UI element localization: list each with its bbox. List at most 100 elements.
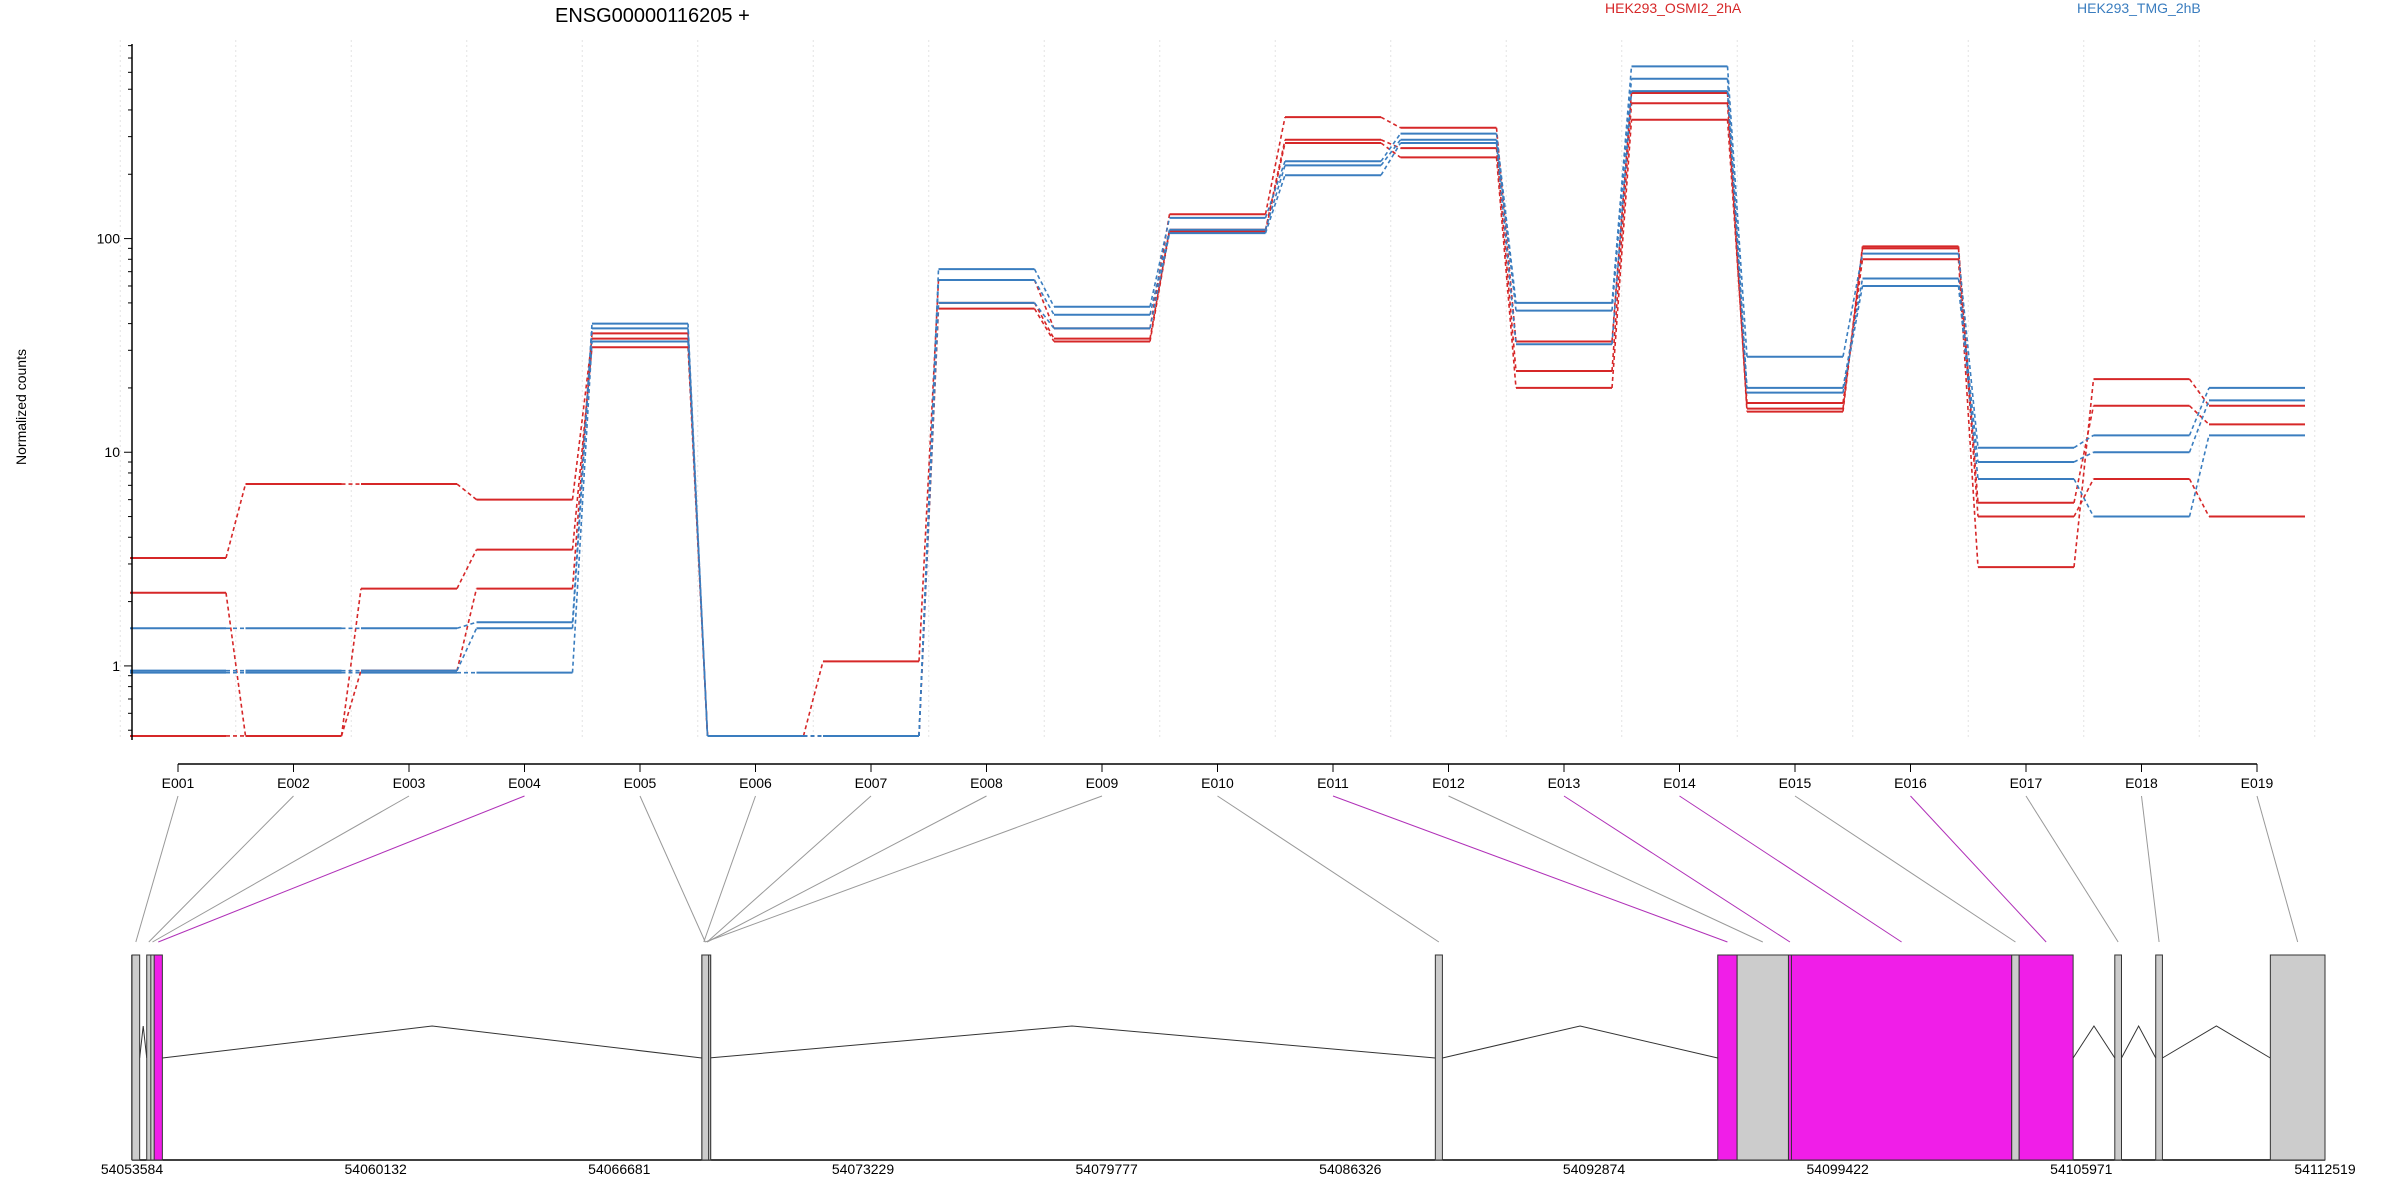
exon-box-e019 bbox=[2269, 954, 2326, 1161]
series-5 bbox=[130, 77, 2305, 737]
data-connector bbox=[1380, 142, 1402, 176]
data-connector bbox=[2188, 478, 2210, 517]
data-connector bbox=[1611, 66, 1633, 303]
exon-box-e014 bbox=[1790, 954, 2013, 1161]
coordinate-label: 54073229 bbox=[832, 1161, 895, 1177]
data-connector bbox=[2073, 478, 2095, 517]
y-tick-label: 1 bbox=[112, 658, 120, 674]
axes: 1 10 100 E001 E002 E003 E004 E005 E006 E007 E008 E0… bbox=[97, 44, 2274, 791]
coordinate-label: 54060132 bbox=[345, 1161, 408, 1177]
coordinate-label: 54053584 bbox=[101, 1161, 164, 1177]
bin-connector-e013 bbox=[1563, 795, 1791, 943]
data-connector bbox=[1149, 229, 1171, 315]
data-connector bbox=[1842, 248, 1864, 412]
x-tick-label: E015 bbox=[1779, 775, 1812, 791]
bin-connector-e017 bbox=[2025, 795, 2119, 943]
data-connector bbox=[2188, 400, 2210, 453]
x-tick-label: E012 bbox=[1432, 775, 1465, 791]
data-connector bbox=[340, 670, 362, 737]
data-connector bbox=[1957, 278, 1979, 463]
coordinate-label: 54066681 bbox=[588, 1161, 651, 1177]
exon-box-e015 bbox=[2011, 954, 2020, 1161]
data-connector bbox=[1611, 103, 1633, 372]
bin-connector-e011 bbox=[1332, 795, 1728, 943]
data-connector bbox=[2073, 434, 2094, 449]
y-axis-label: Normalized counts bbox=[13, 349, 29, 465]
chart-title: ENSG00000116205 + bbox=[555, 5, 750, 27]
data-connector bbox=[1726, 91, 1748, 393]
x-tick-label: E011 bbox=[1317, 775, 1349, 791]
x-tick-label: E019 bbox=[2241, 775, 2274, 791]
bin-connector-e001 bbox=[135, 795, 179, 943]
data-connector bbox=[1495, 148, 1517, 372]
exon-box-e004 bbox=[153, 954, 163, 1161]
data-connector bbox=[2073, 451, 2094, 463]
data-connector bbox=[1957, 253, 1979, 448]
x-tick-label: E010 bbox=[1201, 775, 1234, 791]
x-tick-label: E016 bbox=[1894, 775, 1927, 791]
legend-item-osmi2: HEK293_OSMI2_2hA bbox=[1605, 0, 1742, 16]
data-connector bbox=[1380, 133, 1402, 162]
data-connector bbox=[1033, 308, 1055, 342]
data-connector bbox=[340, 588, 362, 737]
exon-box-e009 bbox=[701, 954, 710, 1161]
exon-box-e018 bbox=[2155, 954, 2163, 1161]
data-connector bbox=[1495, 139, 1517, 311]
data-connector bbox=[1611, 119, 1633, 388]
intron-line bbox=[708, 1025, 1436, 1059]
data-connector bbox=[225, 592, 247, 737]
data-connector bbox=[225, 483, 247, 559]
bin-connector-e015 bbox=[1794, 795, 2016, 943]
data-connector bbox=[1264, 174, 1286, 234]
bin-connector-e014 bbox=[1679, 795, 1902, 943]
bin-connector-e009 bbox=[705, 795, 1103, 943]
data-connector bbox=[1726, 103, 1748, 412]
x-tick-label: E007 bbox=[855, 775, 888, 791]
data-connector bbox=[1957, 248, 1979, 517]
x-tick-label: E013 bbox=[1548, 775, 1581, 791]
data-connector bbox=[1149, 217, 1171, 307]
data-connector bbox=[1033, 302, 1055, 329]
series-lines bbox=[130, 65, 2305, 737]
data-connector bbox=[1611, 78, 1633, 311]
coordinate-label: 54105971 bbox=[2050, 1161, 2113, 1177]
data-connector bbox=[456, 621, 477, 630]
gene-model: 54053584 54060132 54066681 54073229 54079777… bbox=[101, 954, 2356, 1177]
coordinate-label: 54099422 bbox=[1807, 1161, 1870, 1177]
data-connector bbox=[1842, 278, 1864, 389]
data-connector bbox=[1495, 157, 1517, 388]
y-tick-label: 10 bbox=[104, 444, 120, 460]
data-connector bbox=[687, 341, 709, 737]
data-connector bbox=[918, 279, 940, 736]
data-connector bbox=[1033, 268, 1055, 308]
data-connector bbox=[2188, 387, 2210, 436]
bin-connector-e018 bbox=[2141, 795, 2160, 943]
exon-box-e001 bbox=[131, 954, 141, 1161]
data-connector bbox=[1842, 253, 1864, 357]
intron-line bbox=[2072, 1025, 2116, 1059]
x-tick-label: E005 bbox=[624, 775, 657, 791]
x-tick-label: E003 bbox=[393, 775, 426, 791]
grid-lines bbox=[119, 40, 2316, 740]
data-connector bbox=[1264, 142, 1286, 232]
intron-line bbox=[162, 1025, 702, 1059]
x-tick-label: E018 bbox=[2125, 775, 2158, 791]
data-connector bbox=[1264, 165, 1286, 230]
intron-line bbox=[139, 1025, 148, 1059]
data-connector bbox=[2188, 405, 2210, 425]
data-connector bbox=[571, 338, 593, 500]
legend-item-tmg: HEK293_TMG_2hB bbox=[2077, 0, 2201, 16]
data-connector bbox=[456, 627, 478, 671]
data-connector bbox=[802, 661, 824, 737]
coordinate-label: 54112519 bbox=[2294, 1161, 2355, 1177]
exon-box-e011 bbox=[1717, 954, 1738, 1161]
series-6 bbox=[130, 90, 2305, 737]
exon-box-e012 bbox=[1736, 954, 1789, 1161]
data-connector bbox=[571, 341, 593, 673]
data-connector bbox=[1149, 233, 1171, 329]
x-tick-label: E009 bbox=[1086, 775, 1119, 791]
data-connector bbox=[1380, 139, 1402, 166]
exon-box-e010 bbox=[1434, 954, 1443, 1161]
data-connector bbox=[1495, 142, 1517, 345]
